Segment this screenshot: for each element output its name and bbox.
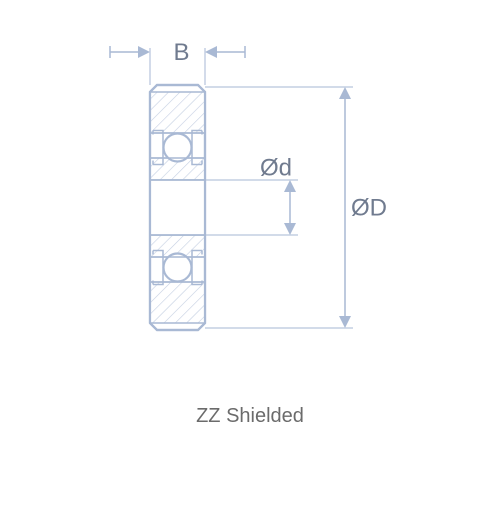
diagram-canvas: B Ød ØD ZZ Shielded <box>0 0 500 500</box>
svg-text:ØD: ØD <box>351 195 387 222</box>
diagram-caption: ZZ Shielded <box>100 405 400 428</box>
svg-text:B: B <box>174 39 190 66</box>
svg-text:Ød: Ød <box>260 155 292 182</box>
